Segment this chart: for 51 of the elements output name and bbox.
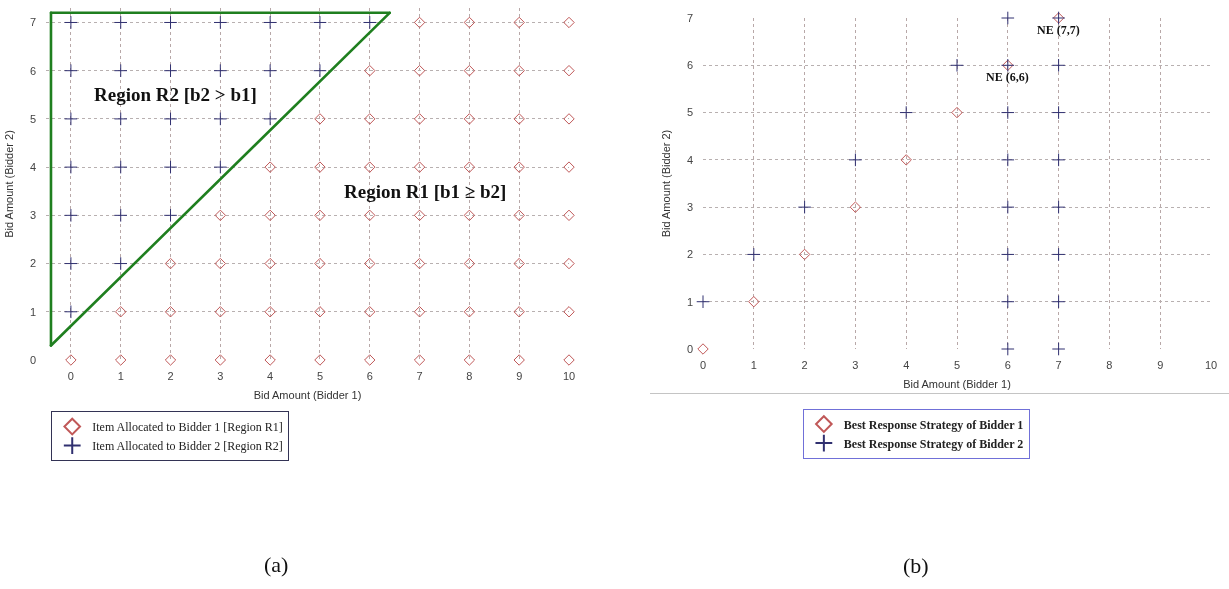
y-tick-label: 2: [686, 248, 693, 261]
x-tick-label: 1: [750, 359, 757, 371]
y-tick-label: 1: [686, 295, 693, 308]
x-tick-label: 8: [466, 370, 473, 382]
x-tick-label: 3: [852, 359, 859, 371]
x-tick-label: 4: [903, 359, 910, 371]
legend-label: Best Response Strategy of Bidder 2: [843, 436, 1024, 451]
y-tick-label: 5: [29, 112, 36, 125]
y-tick-label: 6: [29, 64, 36, 77]
x-tick-label: 10: [1204, 359, 1218, 371]
y-tick-label: 7: [686, 11, 693, 24]
legend-label: Item Allocated to Bidder 1 [Region R1]: [92, 420, 283, 435]
x-axis-title: Bid Amount (Bidder 1): [903, 378, 1011, 391]
y-tick-label: 4: [29, 160, 36, 173]
x-tick-label: 10: [562, 370, 576, 382]
x-tick-label: 7: [416, 370, 423, 382]
y-tick-label: 2: [29, 257, 36, 270]
x-tick-label: 1: [117, 370, 124, 382]
x-tick-label: 5: [953, 359, 961, 371]
y-tick-label: 6: [686, 59, 693, 72]
y-axis-title: Bid Amount (Bidder 2): [2, 130, 15, 238]
x-tick-label: 0: [699, 359, 707, 371]
x-tick-label: 9: [516, 370, 523, 382]
annotation: Region R1 [b1 ≥ b2]: [344, 181, 507, 202]
x-tick-label: 0: [67, 370, 74, 382]
x-tick-label: 2: [167, 370, 174, 382]
x-tick-label: 5: [316, 370, 324, 382]
legend-label: Best Response Strategy of Bidder 1: [843, 417, 1024, 432]
annotation: NE (7,7): [1037, 23, 1080, 37]
y-tick-label: 7: [29, 16, 36, 29]
x-axis-title: Bid Amount (Bidder 1): [253, 389, 362, 402]
x-tick-label: 9: [1157, 359, 1164, 371]
x-tick-label: 2: [801, 359, 808, 371]
annotation: NE (6,6): [986, 70, 1029, 84]
x-tick-label: 3: [217, 370, 224, 382]
y-tick-label: 0: [686, 342, 693, 355]
y-tick-label: 4: [686, 153, 693, 166]
annotation: Region R2 [b2 > b1]: [94, 84, 257, 105]
y-tick-label: 1: [29, 305, 36, 318]
text: (a): [264, 552, 289, 577]
legend-label: Item Allocated to Bidder 2 [Region R2]: [92, 439, 283, 454]
x-tick-label: 4: [267, 370, 274, 382]
x-tick-label: 6: [366, 370, 373, 382]
y-tick-label: 3: [29, 209, 36, 222]
y-axis-title: Bid Amount (Bidder 2): [659, 129, 672, 238]
text: (b): [903, 553, 929, 578]
x-tick-label: 8: [1106, 359, 1113, 371]
y-tick-label: 5: [686, 106, 693, 119]
x-tick-label: 7: [1055, 359, 1062, 371]
y-tick-label: 3: [686, 200, 693, 213]
x-tick-label: 6: [1004, 359, 1011, 371]
